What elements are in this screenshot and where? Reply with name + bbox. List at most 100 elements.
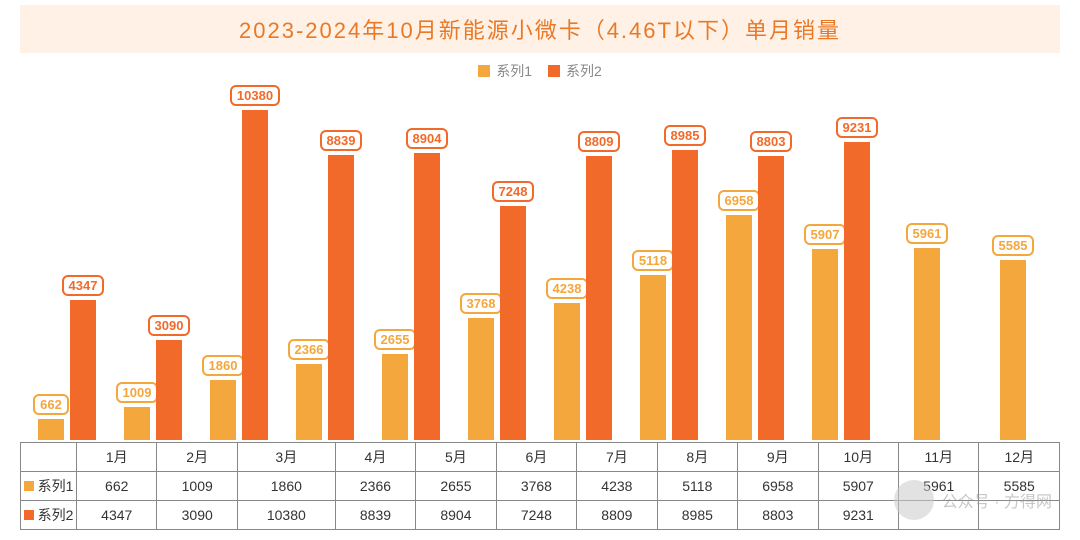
value-label: 8839 [320, 130, 363, 151]
bar [758, 156, 784, 440]
bar [726, 215, 752, 440]
bar-wrap: 4347 [70, 85, 96, 440]
value-label: 1860 [202, 355, 245, 376]
bar-wrap: 8904 [414, 85, 440, 440]
bar-group: 186010380 [196, 85, 282, 440]
bar [414, 153, 440, 440]
bar-wrap: 5961 [914, 85, 940, 440]
row-swatch-icon [24, 510, 34, 520]
table-col-header: 3月 [237, 443, 335, 472]
table-cell: 4238 [577, 472, 657, 501]
table-corner [21, 443, 77, 472]
bar-wrap: 7248 [500, 85, 526, 440]
bar [1000, 260, 1026, 440]
bar-wrap: 6958 [726, 85, 752, 440]
bar [124, 407, 150, 440]
bar-wrap: 4238 [554, 85, 580, 440]
bar [586, 156, 612, 440]
table-col-header: 4月 [335, 443, 415, 472]
bar-group: 6624347 [24, 85, 110, 440]
value-label: 3768 [460, 293, 503, 314]
bar-group: 23668839 [282, 85, 368, 440]
value-label: 2655 [374, 329, 417, 350]
value-label: 8904 [406, 128, 449, 149]
bar-wrap: 5118 [640, 85, 666, 440]
row-header: 系列2 [21, 501, 77, 530]
bar-wrap: 8803 [758, 85, 784, 440]
chart-plot-area: 6624347100930901860103802366883926558904… [20, 85, 1060, 440]
value-label: 5585 [992, 235, 1035, 256]
table-header-row: 1月2月3月4月5月6月7月8月9月10月11月12月 [21, 443, 1060, 472]
legend-label: 系列1 [496, 61, 532, 81]
value-label: 6958 [718, 190, 761, 211]
bar-group: 26558904 [368, 85, 454, 440]
table-cell: 9231 [818, 501, 898, 530]
bar-group: 37687248 [454, 85, 540, 440]
table-col-header: 7月 [577, 443, 657, 472]
legend-item: 系列2 [548, 61, 602, 81]
bar-group: 59079231 [798, 85, 884, 440]
legend-label: 系列2 [566, 61, 602, 81]
bar-wrap: 1009 [124, 85, 150, 440]
value-label: 8803 [750, 131, 793, 152]
table-col-header: 10月 [818, 443, 898, 472]
value-label: 5118 [632, 250, 674, 271]
row-header: 系列1 [21, 472, 77, 501]
bar [640, 275, 666, 440]
bar [328, 155, 354, 440]
value-label: 4238 [546, 278, 589, 299]
bar [500, 206, 526, 440]
table-col-header: 8月 [657, 443, 737, 472]
table-col-header: 1月 [77, 443, 157, 472]
chart-title: 2023-2024年10月新能源小微卡（4.46T以下）单月销量 [20, 5, 1060, 53]
value-label: 8985 [664, 125, 707, 146]
table-cell: 1860 [237, 472, 335, 501]
row-swatch-icon [24, 481, 34, 491]
value-label: 662 [33, 394, 69, 415]
table-col-header: 5月 [416, 443, 496, 472]
table-cell: 3090 [157, 501, 237, 530]
bar [242, 110, 268, 440]
value-label: 4347 [62, 275, 105, 296]
bar [210, 380, 236, 440]
bar [554, 303, 580, 440]
bar-group: 10093090 [110, 85, 196, 440]
legend-swatch-icon [548, 65, 560, 77]
table-cell: 4347 [77, 501, 157, 530]
row-label: 系列2 [38, 505, 74, 525]
table-col-header: 9月 [738, 443, 818, 472]
bar-group: 69588803 [712, 85, 798, 440]
table-cell: 8803 [738, 501, 818, 530]
table-cell: 5118 [657, 472, 737, 501]
table-cell: 6958 [738, 472, 818, 501]
bar-wrap: 3768 [468, 85, 494, 440]
bar-wrap: 2366 [296, 85, 322, 440]
bar-wrap: 1860 [210, 85, 236, 440]
value-label: 9231 [836, 117, 879, 138]
bar [468, 318, 494, 440]
table-cell: 10380 [237, 501, 335, 530]
watermark-text: 公众号 · 方得网 [942, 488, 1052, 512]
value-label: 5961 [906, 223, 949, 244]
table-col-header: 11月 [899, 443, 979, 472]
table-col-header: 12月 [979, 443, 1060, 472]
bar [672, 150, 698, 440]
bar [844, 142, 870, 440]
bar-group: 5961 [884, 85, 970, 440]
table-col-header: 6月 [496, 443, 576, 472]
value-label: 3090 [148, 315, 191, 336]
bar [914, 248, 940, 440]
avatar-icon [894, 480, 934, 520]
table-col-header: 2月 [157, 443, 237, 472]
bar [382, 354, 408, 440]
bar-wrap: 2655 [382, 85, 408, 440]
table-cell: 2366 [335, 472, 415, 501]
bar-group: 5585 [970, 85, 1056, 440]
bar-group: 51188985 [626, 85, 712, 440]
bar-wrap: 8985 [672, 85, 698, 440]
legend-swatch-icon [478, 65, 490, 77]
table-cell: 8809 [577, 501, 657, 530]
table-cell: 3768 [496, 472, 576, 501]
legend: 系列1 系列2 [20, 53, 1060, 85]
table-cell: 8904 [416, 501, 496, 530]
